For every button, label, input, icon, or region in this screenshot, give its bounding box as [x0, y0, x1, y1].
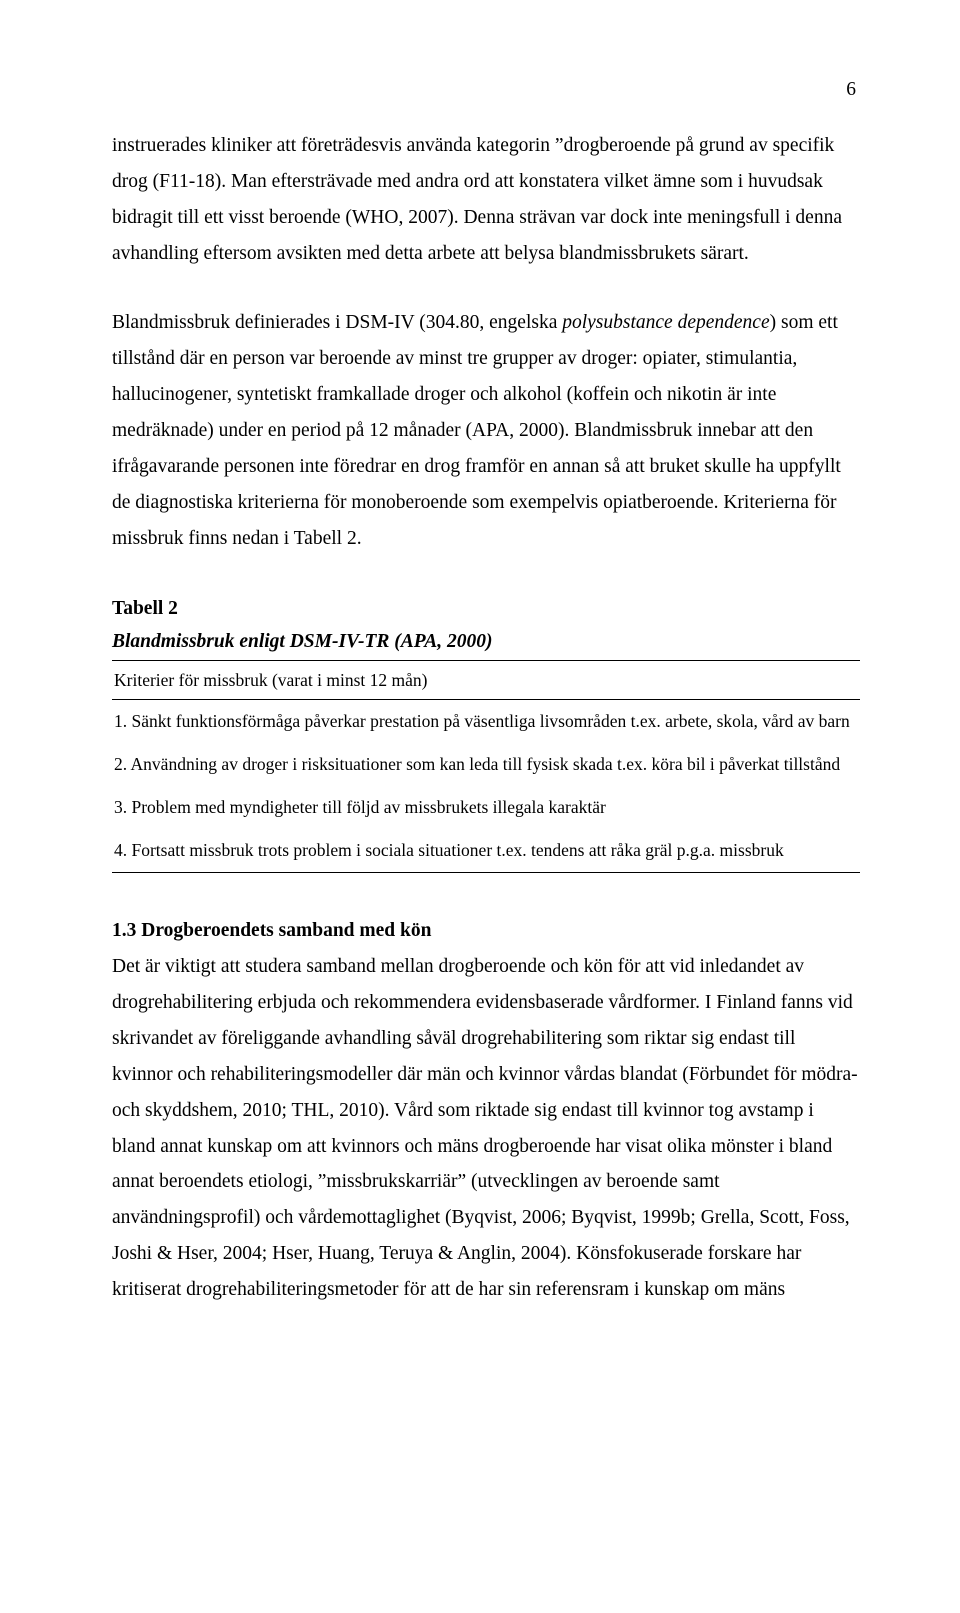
para1-text: instruerades kliniker att företrädesvis …: [112, 135, 842, 264]
table-row: 1. Sänkt funktionsförmåga påverkar prest…: [112, 699, 860, 743]
criteria-cell-2: 2. Användning av droger i risksituatione…: [112, 743, 860, 786]
para2-italic: polysubstance dependence: [562, 312, 769, 333]
table-row: 3. Problem med myndigheter till följd av…: [112, 786, 860, 829]
para2-text-b: ) som ett tillstånd där en person var be…: [112, 312, 841, 548]
criteria-table: Kriterier för missbruk (varat i minst 12…: [112, 660, 860, 874]
section-1-3: 1.3 Drogberoendets samband med kön Det ä…: [112, 913, 860, 1308]
para2-text-a: Blandmissbruk definierades i DSM-IV (304…: [112, 312, 562, 333]
table-header-row: Kriterier för missbruk (varat i minst 12…: [112, 660, 860, 699]
table-row: 4. Fortsatt missbruk trots problem i soc…: [112, 829, 860, 873]
criteria-cell-3: 3. Problem med myndigheter till följd av…: [112, 786, 860, 829]
criteria-cell-1: 1. Sänkt funktionsförmåga påverkar prest…: [112, 699, 860, 743]
table2-caption: Blandmissbruk enligt DSM-IV-TR (APA, 200…: [112, 626, 860, 657]
criteria-cell-4: 4. Fortsatt missbruk trots problem i soc…: [112, 829, 860, 873]
table2-heading: Tabell 2: [112, 591, 860, 627]
paragraph-1: instruerades kliniker att företrädesvis …: [112, 128, 860, 272]
section-heading: 1.3 Drogberoendets samband med kön: [112, 920, 431, 941]
table-header-cell: Kriterier för missbruk (varat i minst 12…: [112, 660, 860, 699]
section-body: Det är viktigt att studera samband mella…: [112, 956, 858, 1300]
table-row: 2. Användning av droger i risksituatione…: [112, 743, 860, 786]
page-number: 6: [112, 72, 860, 108]
paragraph-2: Blandmissbruk definierades i DSM-IV (304…: [112, 305, 860, 556]
